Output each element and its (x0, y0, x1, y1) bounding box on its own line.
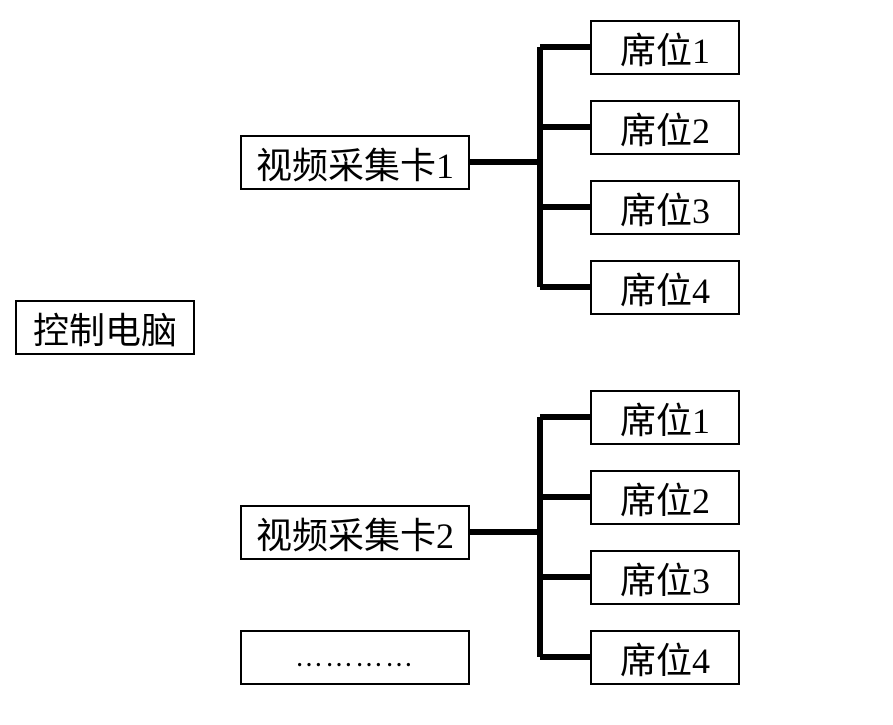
seat-node: 席位3 (590, 180, 740, 235)
seat-label: 席位1 (620, 22, 710, 74)
controller-label: 控制电脑 (33, 302, 177, 354)
connector-lines (0, 0, 893, 725)
seat-label: 席位2 (620, 472, 710, 524)
seat-node: 席位1 (590, 390, 740, 445)
diagram-root: 控制电脑 视频采集卡1 视频采集卡2 ………… 席位1 席位2 席位3 席位4 … (0, 0, 893, 725)
capture-card-node: 视频采集卡1 (240, 135, 470, 190)
capture-card-label: 视频采集卡1 (256, 137, 454, 189)
seat-node: 席位4 (590, 260, 740, 315)
seat-node: 席位4 (590, 630, 740, 685)
seat-label: 席位3 (620, 182, 710, 234)
seat-label: 席位4 (620, 632, 710, 684)
seat-label: 席位1 (620, 392, 710, 444)
ellipsis-node: ………… (240, 630, 470, 685)
capture-card-label: 视频采集卡2 (256, 507, 454, 559)
seat-node: 席位2 (590, 470, 740, 525)
seat-label: 席位4 (620, 262, 710, 314)
seat-label: 席位3 (620, 552, 710, 604)
seat-label: 席位2 (620, 102, 710, 154)
seat-node: 席位3 (590, 550, 740, 605)
controller-node: 控制电脑 (15, 300, 195, 355)
capture-card-node: 视频采集卡2 (240, 505, 470, 560)
ellipsis-label: ………… (295, 642, 415, 674)
seat-node: 席位1 (590, 20, 740, 75)
seat-node: 席位2 (590, 100, 740, 155)
